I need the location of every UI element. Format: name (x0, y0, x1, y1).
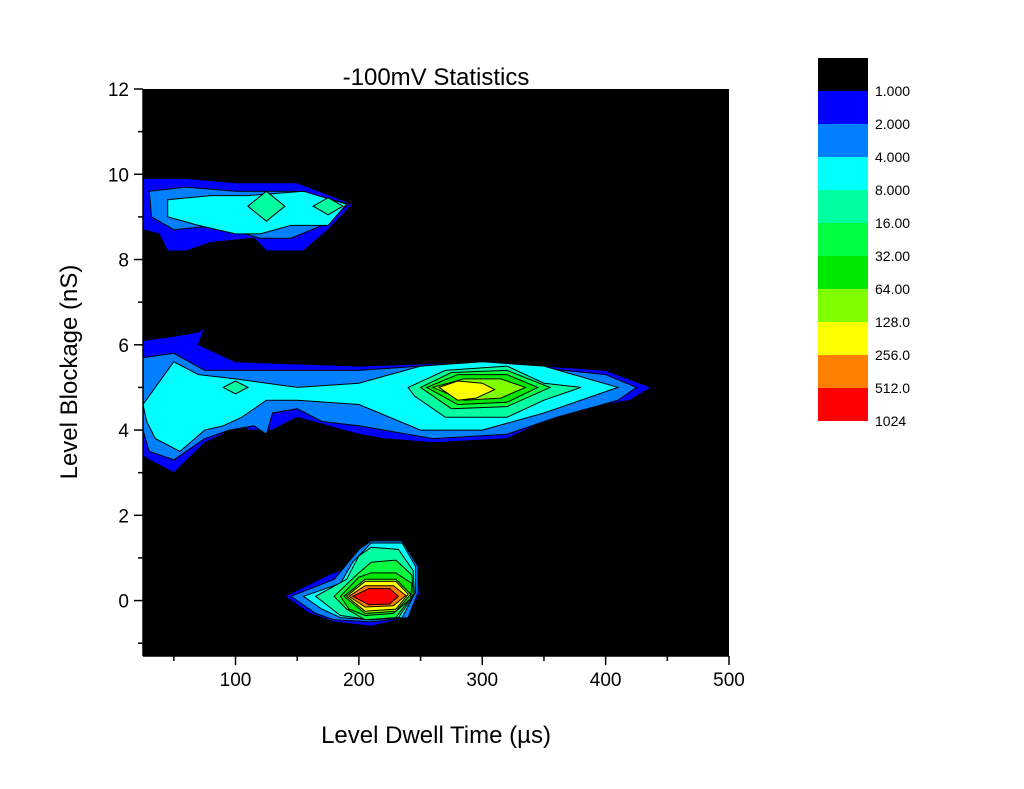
contour-level-4 (312, 197, 344, 216)
legend-label: 4.000 (875, 149, 910, 165)
x-tick-label: 100 (220, 670, 252, 691)
legend-swatch (818, 124, 868, 157)
y-axis-title: Level Blockage (nS) (56, 265, 83, 480)
legend-swatch (818, 223, 868, 256)
legend-label: 512.0 (875, 380, 910, 396)
x-tick-label: 500 (713, 670, 745, 691)
legend-label: 256.0 (875, 347, 910, 363)
legend-swatch (818, 322, 868, 355)
contour-level-10 (351, 588, 400, 606)
x-axis-title: Level Dwell Time (µs) (321, 722, 551, 749)
legend-swatch (818, 256, 868, 289)
legend-swatch (818, 91, 868, 124)
y-tick-label: 4 (118, 421, 129, 442)
legend-label: 1024 (875, 413, 906, 429)
contour-level-8 (438, 380, 496, 401)
legend-swatch (818, 190, 868, 223)
y-tick-label: 2 (118, 506, 129, 527)
y-tick-label: 0 (118, 592, 129, 613)
axes: 100 200 300 400 500 0 2 4 6 8 10 12 (108, 80, 745, 691)
legend-swatch (818, 157, 868, 190)
color-scale-legend: 1.000 2.000 4.000 8.000 16.00 32.00 64.00 128.0… (818, 58, 910, 429)
y-tick-label: 10 (108, 165, 129, 186)
legend-swatch (818, 289, 868, 322)
legend-swatch (818, 355, 868, 388)
x-tick-label: 300 (466, 670, 498, 691)
y-tick-label: 8 (118, 251, 129, 272)
y-tick-label: 6 (118, 336, 129, 357)
contour-regions (143, 178, 653, 627)
x-tick-label: 200 (343, 670, 375, 691)
legend-label: 16.00 (875, 215, 910, 231)
legend-label: 32.00 (875, 248, 910, 264)
contour-level-4 (247, 190, 286, 222)
legend-label: 128.0 (875, 314, 910, 330)
contour-cluster-3 (283, 540, 422, 627)
chart-title: -100mV Statistics (343, 64, 530, 91)
legend-swatch (818, 58, 868, 91)
legend-label: 1.000 (875, 83, 910, 99)
legend-label: 8.000 (875, 182, 910, 198)
legend-label: 2.000 (875, 116, 910, 132)
y-tick-label: 12 (108, 80, 129, 101)
contour-level-4 (222, 380, 249, 395)
legend-swatch (818, 388, 868, 421)
x-tick-label: 400 (590, 670, 622, 691)
contour-cluster-2 (143, 326, 653, 474)
legend-label: 64.00 (875, 281, 910, 297)
contour-cluster-1 (143, 178, 354, 252)
